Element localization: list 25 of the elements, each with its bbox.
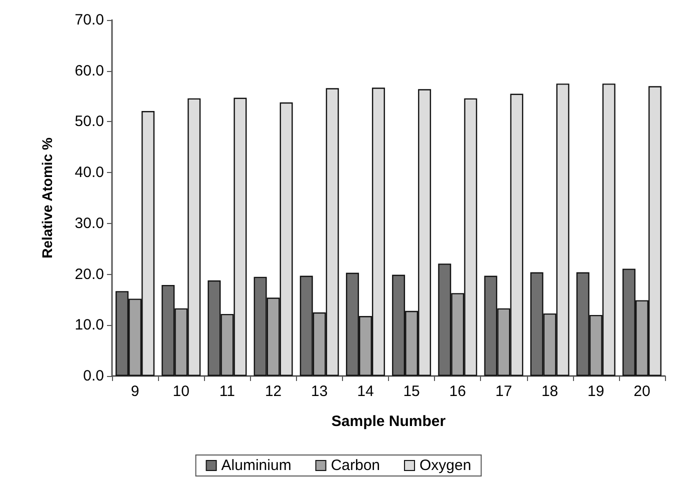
x-tick-label: 16 [449, 383, 466, 400]
y-tick-label: 60.0 [74, 62, 104, 80]
x-tick-label: 12 [264, 383, 282, 400]
y-tick-label: 40.0 [74, 164, 104, 182]
y-tick-label: 30.0 [74, 214, 104, 232]
y-tick-label: 70.0 [74, 12, 104, 28]
legend-label: Oxygen [420, 457, 472, 474]
y-tick-label: 20.0 [74, 266, 104, 283]
x-tick-label: 20 [634, 383, 650, 400]
x-tick-label: 17 [495, 383, 512, 400]
x-tick-label: 10 [172, 383, 190, 400]
x-tick-label: 11 [219, 383, 235, 400]
y-axis-title: Relative Atomic % [39, 137, 55, 258]
x-tick-label: 19 [588, 383, 604, 400]
legend-label: Carbon [330, 457, 380, 474]
y-tick-label: 0.0 [83, 368, 104, 384]
x-tick-label: 18 [541, 383, 558, 400]
x-tick-label: 9 [130, 383, 140, 400]
x-axis-title: Sample Number [331, 413, 446, 430]
x-tick-label: 15 [403, 383, 420, 400]
x-tick-label: 13 [311, 383, 328, 400]
y-tick-label: 10.0 [74, 316, 104, 334]
y-tick-label: 50.0 [74, 113, 104, 130]
x-tick-label: 14 [357, 383, 374, 400]
legend-label: Aluminium [221, 457, 292, 474]
